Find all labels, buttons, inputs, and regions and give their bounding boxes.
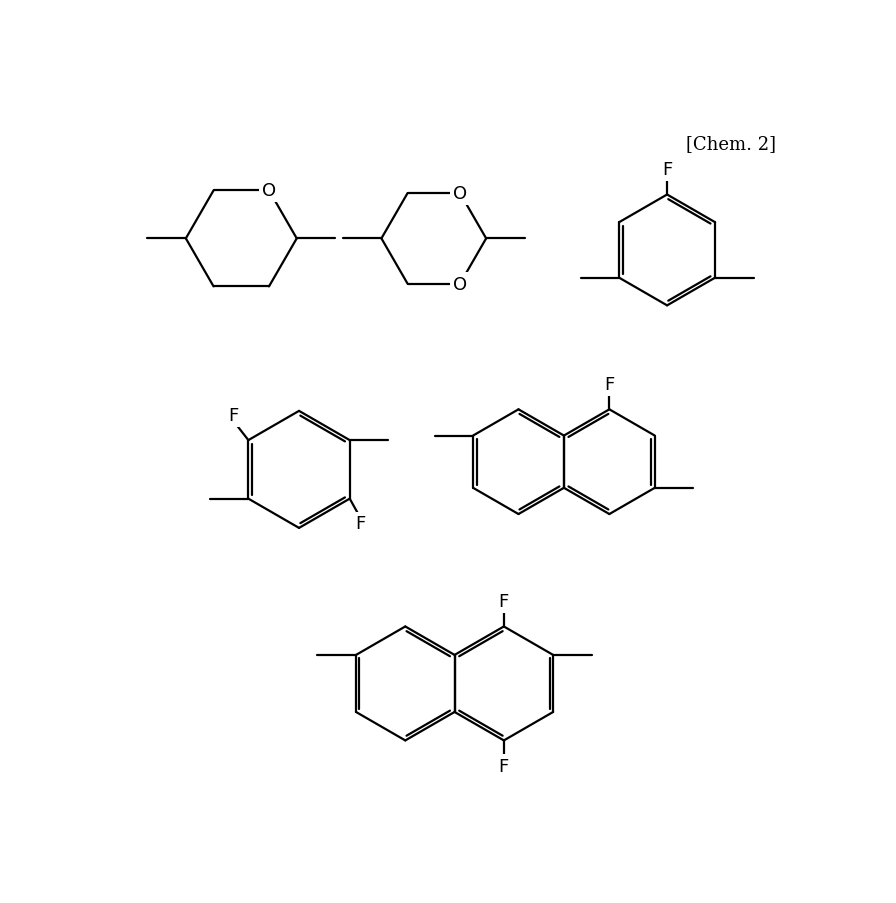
Text: F: F: [604, 376, 615, 394]
Text: [Chem. 2]: [Chem. 2]: [686, 135, 777, 154]
Text: F: F: [356, 515, 366, 533]
Text: F: F: [228, 407, 238, 425]
Text: F: F: [662, 161, 672, 179]
Text: O: O: [262, 182, 276, 200]
Text: F: F: [499, 592, 509, 610]
Text: O: O: [452, 185, 467, 203]
Text: O: O: [452, 275, 467, 293]
Text: F: F: [499, 757, 509, 775]
